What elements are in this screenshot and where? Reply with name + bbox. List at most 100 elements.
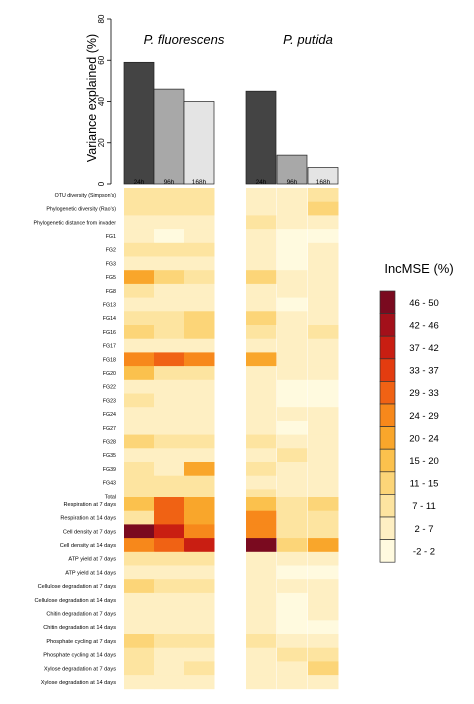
heatmap-cell: [277, 661, 308, 676]
heatmap-row-label: FG13: [103, 302, 116, 308]
y-tick-label: 0: [97, 181, 106, 186]
heatmap-row-label: FG14: [103, 316, 116, 322]
heatmap-cell: [246, 620, 277, 635]
heatmap-cell: [184, 661, 215, 676]
heatmap-cell: [154, 462, 185, 477]
heatmap-cell: [246, 579, 277, 594]
heatmap-cell: [308, 606, 339, 621]
heatmap-cell: [308, 592, 339, 607]
heatmap-cell: [184, 188, 215, 203]
legend-label: 33 - 37: [409, 366, 439, 377]
heatmap-cell: [154, 510, 185, 525]
heatmap-cell: [308, 393, 339, 408]
heatmap-cell: [154, 647, 185, 662]
heatmap-cell: [277, 407, 308, 422]
heatmap-row-label: FG24: [103, 412, 116, 418]
heatmap-cell: [124, 434, 155, 449]
heatmap-cell: [124, 420, 155, 435]
heatmap-cell: [246, 352, 277, 367]
heatmap-row-label: Cellulose degradation at 7 days: [38, 584, 117, 590]
heatmap-cell: [124, 510, 155, 525]
heatmap-cell: [124, 497, 155, 512]
heatmap-cell: [184, 462, 215, 477]
heatmap-cell: [154, 366, 185, 381]
heatmap-cell: [154, 592, 185, 607]
heatmap-cell: [154, 661, 185, 676]
heatmap-cell: [246, 229, 277, 244]
heatmap-cell: [154, 634, 185, 649]
heatmap-row-label: FG20: [103, 371, 116, 377]
heatmap-cell: [246, 551, 277, 566]
heatmap-cell: [277, 256, 308, 271]
heatmap-cell: [246, 462, 277, 477]
heatmap-cell: [154, 311, 185, 326]
heatmap-cell: [277, 634, 308, 649]
heatmap-cell: [308, 188, 339, 203]
bar-p-fluorescens-96h: [153, 88, 185, 185]
heatmap-row-label: FG16: [103, 330, 116, 336]
heatmap-row-label: FG39: [103, 467, 116, 473]
heatmap-cell: [308, 366, 339, 381]
heatmap-cell: [184, 215, 215, 230]
legend-swatch-29-33: [379, 381, 396, 405]
heatmap-cell: [154, 420, 185, 435]
y-tick-label: 60: [97, 55, 106, 64]
heatmap-cell: [184, 647, 215, 662]
heatmap-cell: [154, 379, 185, 394]
heatmap-row-label: Phosphate cycling at 7 days: [46, 639, 116, 645]
heatmap-cell: [308, 524, 339, 539]
heatmap-cell: [308, 407, 339, 422]
heatmap-row-label: FG2: [106, 248, 116, 254]
heatmap-cell: [308, 620, 339, 635]
legend-label: 11 - 15: [410, 479, 439, 490]
heatmap-cell: [277, 434, 308, 449]
legend-swatch-33-37: [379, 358, 396, 382]
heatmap-row-label: FG17: [103, 344, 116, 350]
legend-label: 20 - 24: [409, 433, 439, 444]
heatmap-cell: [124, 565, 155, 580]
heatmap-cell: [184, 675, 215, 690]
heatmap-cell: [124, 325, 155, 340]
heatmap-cell: [246, 634, 277, 649]
bar-p-putida-168h: [307, 167, 339, 185]
heatmap-cell: [277, 675, 308, 690]
heatmap-cell: [246, 420, 277, 435]
heatmap-cell: [277, 475, 308, 490]
legend-swatch-7-11: [379, 494, 396, 518]
heatmap-cell: [277, 448, 308, 463]
heatmap-cell: [124, 448, 155, 463]
y-tick-label: 40: [97, 97, 106, 106]
heatmap-cell: [246, 661, 277, 676]
heatmap-cell: [124, 270, 155, 285]
heatmap-row-label: FG23: [103, 398, 116, 404]
heatmap-cell: [184, 242, 215, 257]
heatmap-cell: [184, 448, 215, 463]
heatmap-row-label: OTU diversity (Simpson's): [55, 193, 117, 199]
heatmap-cell: [277, 606, 308, 621]
heatmap-cell: [154, 352, 185, 367]
heatmap-cell: [124, 606, 155, 621]
heatmap-cell: [308, 338, 339, 353]
heatmap-cell: [277, 325, 308, 340]
heatmap-cell: [184, 256, 215, 271]
heatmap-cell: [246, 497, 277, 512]
heatmap-cell: [184, 352, 215, 367]
heatmap-cell: [184, 283, 215, 298]
bar-p-fluorescens-168h: [183, 101, 215, 185]
heatmap-cell: [308, 420, 339, 435]
heatmap-cell: [124, 379, 155, 394]
heatmap-cell: [246, 201, 277, 216]
heatmap-row-label: Xylose degradation at 14 days: [41, 680, 116, 686]
heatmap-cell: [154, 606, 185, 621]
heatmap-cell: [308, 242, 339, 257]
heatmap-cell: [277, 201, 308, 216]
heatmap-cell: [308, 579, 339, 594]
heatmap-cell: [184, 366, 215, 381]
heatmap-cell: [308, 270, 339, 285]
heatmap-cell: [308, 434, 339, 449]
heatmap-row-label: FG3: [106, 261, 116, 267]
heatmap-cell: [154, 434, 185, 449]
panel-title-p-fluorescens: P. fluorescens: [144, 32, 225, 47]
heatmap-cell: [154, 256, 185, 271]
heatmap-row-label: ATP yield at 7 days: [68, 557, 116, 563]
